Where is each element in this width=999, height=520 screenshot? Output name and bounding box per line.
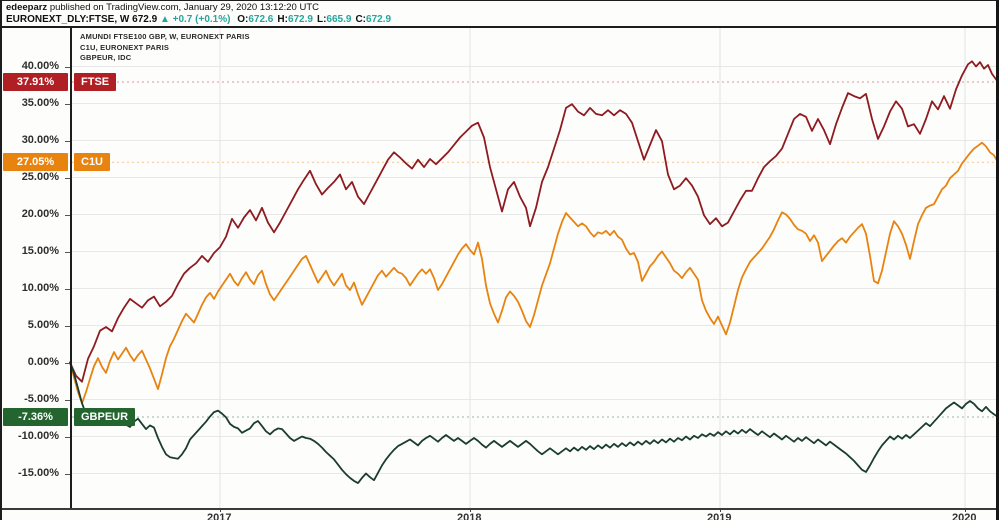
y-axis-label: 30.00% [21, 134, 59, 146]
y-axis-tick [65, 399, 70, 401]
ohlc-label: C: [355, 14, 367, 25]
price-change: ▲ +0.7 (+0.1%) [159, 14, 231, 25]
legend-line-ftse: AMUNDI FTSE100 GBP, W, EURONEXT PARIS [80, 32, 250, 41]
ohlc-values: O:672.6 H:672.9 L:665.9 C:672.9 [233, 14, 391, 25]
ticker-badge-c1u: C1U [74, 153, 111, 172]
series-legend: AMUNDI FTSE100 GBP, W, EURONEXT PARIS C1… [80, 32, 250, 64]
y-axis-label: 5.00% [27, 319, 59, 331]
symbol-name: EURONEXT_DLY:FTSE, W [6, 14, 130, 25]
ohlc-value: 672.6 [248, 14, 274, 25]
header-divider [2, 26, 996, 28]
y-axis-label: 10.00% [21, 282, 59, 294]
price-badge-value-gbpeur: -7.36% [3, 407, 68, 426]
y-axis-tick [65, 177, 70, 179]
x-axis-tick [965, 508, 966, 512]
price-badge-value-c1u: 27.05% [3, 153, 68, 172]
price-badge-value-ftse: 37.91% [3, 72, 68, 91]
y-axis-label: 35.00% [21, 97, 59, 109]
y-axis-line [70, 26, 72, 509]
c1u-series-line [69, 141, 996, 405]
x-axis-label: 2019 [707, 512, 732, 520]
y-axis-label: -5.00% [24, 393, 59, 405]
ohlc-label: L: [316, 14, 327, 25]
symbol-line: EURONEXT_DLY:FTSE, W 672.9 ▲ +0.7 (+0.1%… [6, 14, 996, 26]
y-axis-tick [65, 66, 70, 68]
x-axis-line [2, 508, 996, 510]
gbpeur-series-line [69, 361, 996, 485]
y-axis-label: 15.00% [21, 245, 59, 257]
legend-line-c1u: C1U, EURONEXT PARIS [80, 42, 170, 52]
last-price: 672.9 [132, 14, 158, 25]
y-axis-tick [65, 140, 70, 142]
x-axis-label: 2018 [457, 512, 482, 520]
ftse-series-line [69, 60, 996, 383]
ohlc-value: 672.9 [287, 14, 313, 25]
y-axis-tick [65, 436, 70, 438]
chart-header: edeeparz published on TradingView.com, J… [6, 2, 996, 26]
ticker-badge-gbpeur: GBPEUR [74, 407, 136, 426]
x-axis-label: 2017 [207, 512, 232, 520]
x-axis-tick [470, 508, 471, 512]
y-axis-tick [65, 214, 70, 216]
byline: edeeparz published on TradingView.com, J… [6, 2, 996, 14]
y-axis-label: 20.00% [21, 208, 59, 220]
ohlc-label: H: [277, 14, 288, 25]
ohlc-label: O: [237, 14, 249, 25]
ohlc-value: 672.9 [366, 14, 392, 25]
y-axis-tick [65, 288, 70, 290]
ticker-badge-ftse: FTSE [74, 72, 117, 91]
x-axis-tick [720, 508, 721, 512]
legend-line-gbpeur: GBPEUR, IDC [80, 53, 132, 62]
y-axis-tick [65, 362, 70, 364]
byline-username: edeeparz [6, 2, 48, 13]
y-axis-label: 40.00% [21, 60, 59, 72]
y-axis-tick [65, 325, 70, 327]
y-axis-tick [65, 251, 70, 253]
y-axis-tick [65, 473, 70, 475]
y-axis-label: 25.00% [21, 171, 59, 183]
byline-text: published on TradingView.com, January 29… [47, 2, 319, 13]
y-axis-label: -15.00% [18, 467, 59, 479]
x-axis-tick [220, 508, 221, 512]
y-axis-label: 0.00% [27, 356, 59, 368]
ohlc-value: 665.9 [326, 14, 352, 25]
x-axis-label: 2020 [952, 512, 977, 520]
y-axis-label: -10.00% [18, 430, 59, 442]
y-axis-tick [65, 103, 70, 105]
